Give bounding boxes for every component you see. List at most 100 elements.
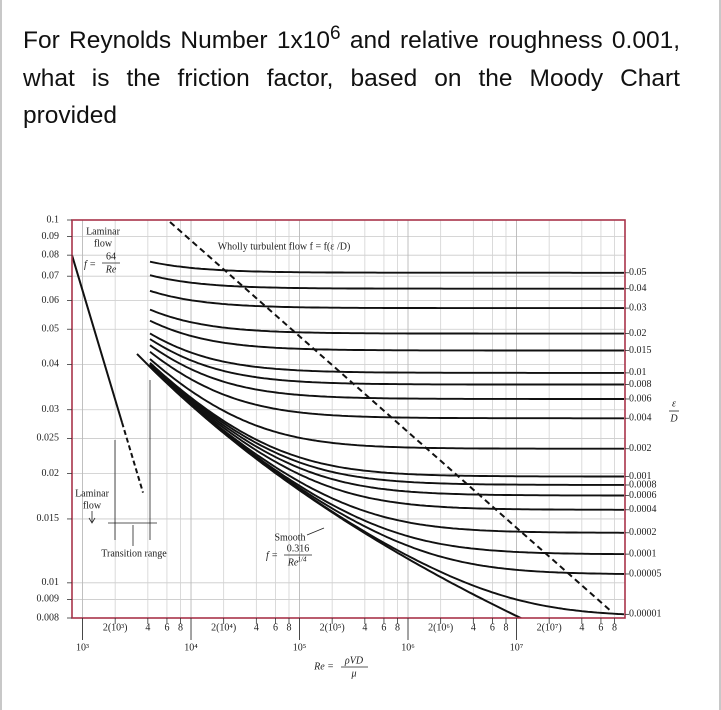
x-tick-label: 4 [145, 622, 150, 633]
annotation: Laminar [86, 226, 121, 237]
x-tick-label: 2(10⁷) [537, 622, 562, 633]
x-tick-label: 4 [362, 622, 367, 633]
roughness-label: 0.0001 [629, 548, 657, 559]
arrow-head [88, 517, 96, 524]
roughness-label: 0.05 [629, 267, 647, 278]
annotation: Smooth [274, 532, 305, 543]
roughness-label: 0.0004 [629, 504, 657, 515]
x-label: ρVD [344, 655, 364, 666]
y-tick-label: 0.025 [37, 433, 60, 444]
x-tick-label: 2(10³) [103, 622, 128, 633]
roughness-curve [149, 364, 624, 511]
x-tick-label: 10⁶ [401, 642, 415, 653]
question-text: and relative roughness 0.001, what is th… [23, 27, 680, 129]
x-tick-label: 2(10⁶) [428, 622, 453, 633]
y-tick-label: 0.008 [37, 612, 60, 623]
roughness-curve [149, 260, 624, 274]
x-tick-label: 8 [178, 622, 183, 633]
roughness-label: 0.006 [629, 393, 652, 404]
x-tick-label: 2(10⁴) [211, 622, 236, 633]
roughness-curve [149, 289, 624, 310]
x-tick-label: 2(10⁵) [320, 622, 345, 633]
roughness-label: 0.03 [629, 302, 647, 313]
y-tick-label: 0.06 [42, 295, 60, 306]
annotation: Re [287, 557, 299, 568]
y-tick-label: 0.03 [42, 404, 60, 415]
roughness-label: 0.00001 [629, 609, 662, 620]
x-tick-label: 10⁵ [293, 642, 307, 653]
roughness-label: 0.002 [629, 443, 652, 454]
roughness-label: 0.04 [629, 283, 647, 294]
annotation: flow [94, 238, 113, 249]
x-tick-label: 10⁷ [510, 642, 524, 653]
roughness-curve [149, 365, 624, 534]
pointer [306, 527, 325, 536]
annotation: 0.316 [287, 543, 310, 554]
roughness-label: 0.0006 [629, 490, 657, 501]
y-tick-label: 0.09 [42, 231, 60, 242]
curves [72, 254, 625, 618]
roughness-curve [149, 351, 624, 420]
x-tick-label: 4 [471, 622, 476, 633]
x-tick-label: 4 [254, 622, 259, 633]
roughness-label: 0.00005 [629, 568, 662, 579]
annotation: Laminar [75, 488, 110, 499]
roughness-label: 0.01 [629, 367, 647, 378]
x-tick-label: 10³ [76, 642, 89, 653]
y-tick-label: 0.02 [42, 468, 60, 479]
roughness-curve [149, 338, 624, 386]
x-tick-label: 10⁴ [184, 642, 198, 653]
roughness-label: 0.02 [629, 328, 647, 339]
x-tick-label: 6 [273, 622, 278, 633]
roughness-curve [149, 362, 624, 486]
roughness-label: 0.008 [629, 379, 652, 390]
annotation: flow [83, 500, 102, 511]
roughness-label: 0.004 [629, 413, 652, 424]
y-tick-label: 0.07 [42, 271, 60, 282]
y-tick-label: 0.1 [47, 214, 60, 225]
roughness-label: 0.001 [629, 471, 652, 482]
question: For Reynolds Number 1x106 and relative r… [23, 22, 680, 135]
annotation: 64 [106, 251, 116, 262]
roughness-curve [149, 366, 625, 616]
y-tick-label: 0.05 [42, 324, 60, 335]
plot-frame [71, 219, 626, 619]
annotation: 1/4 [298, 556, 307, 564]
roughness-axis-label: ε [672, 398, 676, 409]
x-tick-label: 6 [598, 622, 603, 633]
annotation: f = [84, 259, 96, 270]
roughness-curve [149, 344, 624, 400]
roughness-curve [149, 274, 624, 290]
x-tick-label: 8 [612, 622, 617, 633]
x-label: Re = [313, 661, 334, 672]
y-tick-label: 0.04 [42, 359, 60, 370]
x-tick-label: 6 [490, 622, 495, 633]
x-tick-label: 8 [286, 622, 291, 633]
y-tick-label: 0.01 [42, 577, 60, 588]
roughness-label: 0.0002 [629, 527, 657, 538]
y-tick-label: 0.08 [42, 249, 60, 260]
smooth-curve [136, 353, 523, 618]
laminar-line-dashed [121, 422, 144, 493]
x-tick-label: 8 [503, 622, 508, 633]
turbulence-boundary [169, 221, 613, 613]
x-tick-label: 8 [395, 622, 400, 633]
x-label: μ [350, 668, 356, 679]
roughness-axis-label: D [669, 413, 678, 424]
annotation: f = [266, 550, 278, 561]
roughness-label: 0.015 [629, 345, 652, 356]
y-tick-label: 0.009 [37, 594, 60, 605]
question-text: For Reynolds Number 1x10 [23, 27, 330, 54]
roughness-curve [149, 319, 624, 352]
roughness-curve [149, 308, 624, 335]
annotation: Wholly turbulent flow f = f(ε /D) [218, 241, 351, 252]
x-tick-label: 6 [381, 622, 386, 633]
roughness-curve [149, 358, 624, 450]
roughness-curve [149, 362, 624, 478]
x-tick-label: 4 [579, 622, 584, 633]
annotation: Re [105, 264, 117, 275]
laminar-line [72, 254, 123, 423]
x-tick-label: 6 [164, 622, 169, 633]
